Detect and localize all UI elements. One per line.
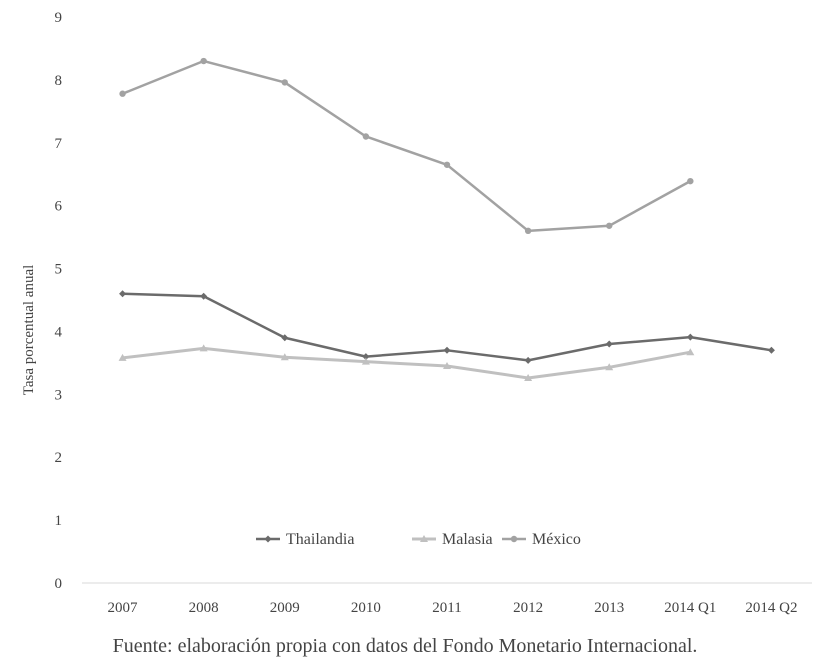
x-tick-label: 2010 [351,600,381,616]
data-point-thailandia [686,333,694,341]
x-tick-label: 2014 Q2 [745,600,797,616]
data-point-mexico [606,222,613,229]
legend-label: Thailandia [286,531,354,548]
data-point-mexico [362,133,370,140]
legend-item-malasia: Malasia [412,531,493,548]
series-lines [118,57,775,381]
legend-marker [420,535,428,542]
data-point-malasia [280,353,289,361]
data-point-thailandia [200,292,208,300]
data-point-thailandia [605,340,613,348]
series-malasia [118,344,695,381]
y-tick-label: 8 [55,73,63,89]
y-tick-label: 5 [55,262,63,278]
data-point-malasia [443,362,451,370]
y-tick-label: 2 [55,450,63,466]
y-tick-label: 3 [55,387,63,403]
series-mexico [119,57,694,235]
y-tick-label: 6 [55,199,63,215]
y-tick-label: 1 [55,513,63,529]
data-point-malasia [686,348,695,356]
data-point-thailandia [443,346,451,354]
data-point-mexico [687,177,694,185]
y-tick-label: 9 [55,10,63,26]
y-tick-label: 7 [55,136,63,152]
data-point-mexico [524,227,532,235]
legend-label: México [532,531,581,548]
data-point-thailandia [362,353,370,361]
y-tick-label: 4 [55,324,63,340]
x-tick-label: 2012 [513,600,543,616]
data-point-malasia [605,363,614,371]
x-tick-label: 2013 [594,600,624,616]
legend-label: Malasia [442,531,493,548]
data-point-mexico [281,79,288,86]
series-thailandia [119,290,775,364]
x-tick-labels: 2007 2008 2009 2010 2011 2012 2013 2014 Q1 2014 … [108,600,798,616]
legend-marker [510,535,518,543]
data-point-malasia [361,357,370,365]
data-point-malasia [524,373,533,381]
data-point-thailandia [281,334,289,342]
x-tick-label: 2007 [108,600,139,616]
data-point-thailandia [767,346,775,354]
data-point-mexico [200,57,207,65]
x-tick-label: 2008 [189,600,219,616]
legend-marker [264,535,272,543]
series-line-malasia [122,346,691,380]
data-point-thailandia [524,356,532,364]
y-axis-label: Tasa porcentual anual [21,265,37,396]
legend-item-mexico: México [502,531,581,548]
x-tick-label: 2011 [432,600,461,616]
data-point-mexico [119,90,126,97]
y-tick-labels: 0 1 2 3 4 5 6 7 8 9 [55,10,63,592]
x-tick-label: 2014 Q1 [664,600,716,616]
source-caption: Fuente: elaboración propia con datos del… [113,635,698,657]
data-point-mexico [443,161,451,168]
series-line-mexico [122,59,691,233]
legend: Thailandia Malasia México [256,531,581,548]
data-point-thailandia [119,290,127,298]
data-point-malasia [118,353,127,361]
legend-item-thailandia: Thailandia [256,531,354,548]
data-point-malasia [199,344,208,352]
y-tick-label: 0 [55,576,63,592]
x-tick-label: 2009 [270,600,300,616]
